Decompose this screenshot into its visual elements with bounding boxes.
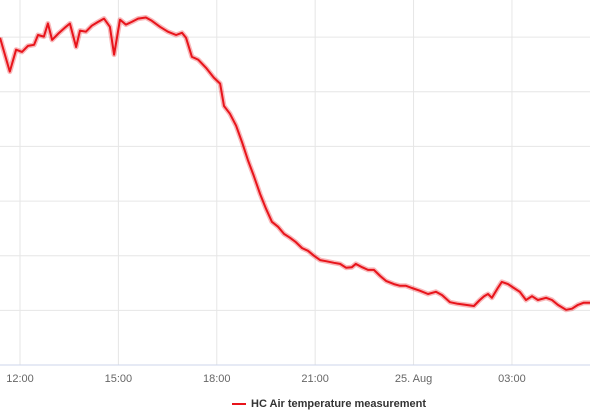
- x-tick-label: 12:00: [6, 373, 34, 385]
- x-tick-label: 03:00: [498, 373, 526, 385]
- series-line: [0, 16, 590, 311]
- x-tick-label: 25. Aug: [395, 373, 432, 385]
- range-band: [0, 15, 590, 313]
- x-tick-label: 15:00: [105, 373, 133, 385]
- x-tick-label: 18:00: [203, 373, 231, 385]
- x-tick-label: 21:00: [301, 373, 329, 385]
- legend-label: HC Air temperature measurement: [251, 398, 426, 410]
